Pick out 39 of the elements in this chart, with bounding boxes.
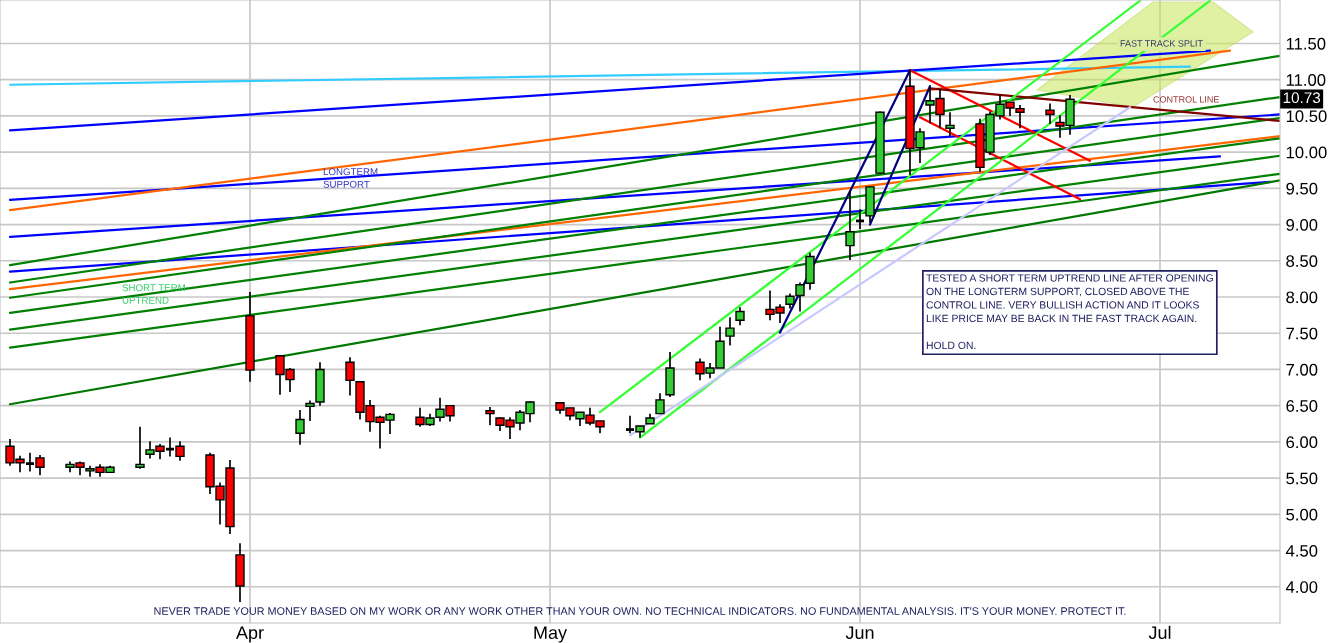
y-tick-label: 10.00 [1286, 146, 1327, 159]
y-tick-label: 6.50 [1286, 400, 1318, 412]
y-tick-label: 7.00 [1286, 363, 1318, 376]
candlestick [845, 189, 855, 261]
x-tick-label: Jul [1148, 625, 1171, 640]
candlestick [945, 111, 955, 138]
y-tick-label: 4.50 [1285, 544, 1318, 557]
candlestick [655, 392, 665, 415]
candlestick [485, 406, 495, 427]
candlestick [735, 306, 745, 327]
candlestick [305, 399, 315, 422]
candlestick [345, 356, 355, 397]
x-tick-label: Jun [845, 626, 874, 640]
annotation: NEVER TRADE YOUR MONEY BASED ON MY WORK OR ANY WORK OTHER THAN YOUR OWN. NO TECHNICAL INDICATORS. NO FUNDAMENTAL ANALYSIS. IT'S YOUR MONEY. PROTECT IT. [154, 607, 1126, 615]
annotation: FAST TRACK SPLIT [1120, 40, 1203, 47]
y-tick-label: 9.00 [1286, 218, 1318, 231]
x-tick-label: May [534, 626, 568, 643]
y-tick-label: 8.00 [1286, 291, 1318, 304]
annotation: SHORT TERM UPTREND [122, 284, 185, 304]
y-tick-label: 8.50 [1286, 255, 1318, 267]
y-tick-label: 5.50 [1286, 472, 1318, 485]
text: TESTED A SHORT TERM UPTREND LINE AFTER OPENING ON THE LONGTERM SUPPORT, CLOSED ABOVE THE CONTROL LINE. VERY BULLISH ACTION AND IT LOOKS LIKE PRICE MAY BE BACK IN THE FAST TRACK AGAIN. HOLD ON. [926, 274, 1213, 350]
y-tick-label: 5.00 [1286, 508, 1318, 521]
y-tick-label: 11.00 [1286, 74, 1326, 86]
y-tick-label: 4.00 [1285, 581, 1318, 593]
candlestick [295, 409, 305, 446]
annotation: CONTROL LINE [1153, 96, 1219, 103]
candlestick [795, 281, 805, 313]
y-tick-label: 10.50 [1286, 110, 1327, 123]
candlestick [725, 316, 735, 347]
annotation: LONGTERM SUPPORT [323, 168, 378, 188]
x-tick-label: Apr [235, 626, 264, 643]
text: 10.73 [1283, 92, 1321, 104]
y-tick-label: 9.50 [1286, 182, 1318, 195]
y-tick-label: 7.50 [1286, 327, 1318, 340]
y-tick-label: 11.50 [1286, 37, 1326, 50]
candlestick [135, 425, 145, 470]
candlestick [1045, 102, 1055, 125]
y-tick-label: 6.00 [1286, 436, 1318, 449]
